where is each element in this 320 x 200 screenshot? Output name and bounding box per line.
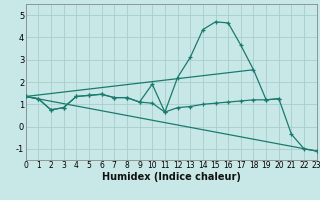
X-axis label: Humidex (Indice chaleur): Humidex (Indice chaleur) <box>102 172 241 182</box>
